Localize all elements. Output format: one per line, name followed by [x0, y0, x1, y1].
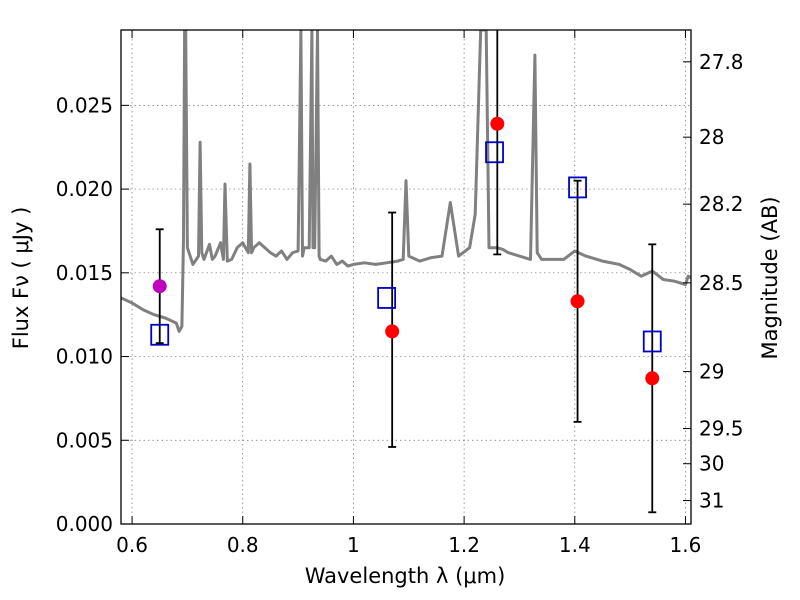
- right-tick-label: 28.2: [699, 192, 744, 216]
- grid-lines: [121, 30, 691, 525]
- right-tick-label: 29.5: [699, 417, 744, 441]
- right-tick-label: 29: [699, 360, 724, 384]
- axis-ticks: 0.6 0.8 1 1.2 1.4 1.6 0.000 0.005 0.010 0.015 0.02…: [56, 30, 744, 557]
- spectrum-line: [121, 30, 691, 333]
- observed-point-marker: [152, 279, 167, 294]
- y-tick-label: 0.025: [56, 93, 113, 117]
- x-tick-label: 0.8: [227, 533, 259, 557]
- observed-point-marker: [490, 116, 505, 131]
- x-axis-label: Wavelength λ (μm): [305, 564, 506, 588]
- observed-point-marker: [570, 294, 585, 309]
- observed-point-marker: [645, 371, 660, 386]
- model-square-marker: [150, 323, 170, 346]
- y-tick-label: 0.020: [56, 177, 113, 201]
- plot-frame: [120, 29, 692, 525]
- x-tick-label: 0.6: [116, 533, 148, 557]
- x-tick-label: 1.4: [559, 533, 591, 557]
- right-tick-label: 28: [699, 125, 724, 149]
- right-tick-label: 30: [699, 452, 724, 476]
- model-square-marker: [377, 287, 397, 309]
- model-square-marker: [485, 141, 504, 164]
- data-markers: [150, 116, 662, 386]
- right-axis-label: Magnitude (AB): [758, 196, 782, 359]
- x-tick-label: 1.6: [670, 533, 702, 557]
- y-axis-label: Flux Fν ( μJy ): [9, 207, 33, 350]
- y-tick-label: 0.010: [56, 345, 113, 369]
- right-tick-label: 31: [699, 489, 724, 513]
- x-tick-label: 1.2: [448, 533, 480, 557]
- model-spectrum: [121, 30, 691, 333]
- x-tick-label: 1: [347, 533, 360, 557]
- model-square-marker: [642, 330, 662, 353]
- y-tick-label: 0.000: [56, 512, 113, 536]
- model-square-marker: [568, 176, 587, 199]
- right-tick-label: 27.8: [699, 50, 744, 74]
- y-tick-label: 0.005: [56, 428, 113, 452]
- right-tick-label: 28.5: [699, 271, 744, 295]
- observed-point-marker: [385, 324, 400, 339]
- y-tick-label: 0.015: [56, 261, 113, 285]
